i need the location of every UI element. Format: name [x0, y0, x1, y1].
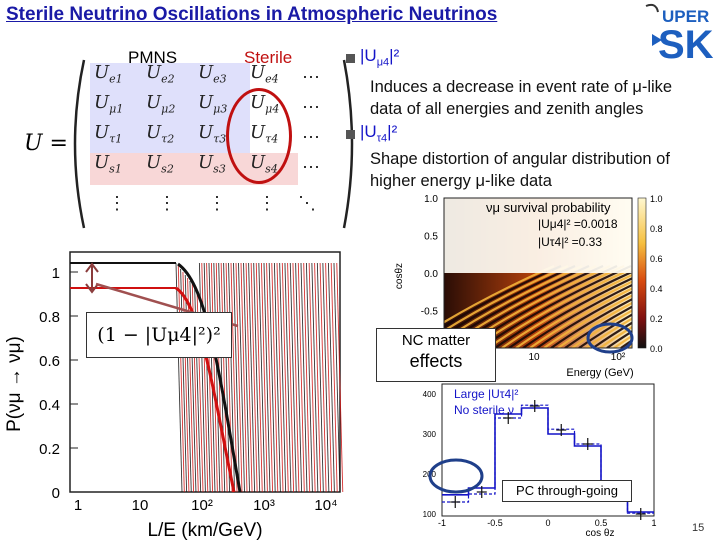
osc-param-2: |Uτ4|² =0.33 [538, 235, 602, 249]
y-tick: 0.8 [39, 309, 60, 326]
matrix-element: Us3 [198, 152, 226, 176]
y-tick: 100 [423, 510, 437, 519]
matrix-hdots-col: ⋯ ⋯ ⋯ ⋯ [302, 62, 320, 182]
y-tick: 0.6 [39, 353, 60, 370]
matrix-element: Uμ2 [146, 92, 176, 116]
y-tick: 400 [423, 390, 437, 399]
formula-box: (1 − |Uμ4|²)² [86, 312, 232, 358]
x-tick: 1 [651, 518, 656, 528]
y-tick: 1.0 [424, 194, 438, 205]
super-k-logo: UPER SK [640, 2, 718, 67]
y-axis-label: P(νμ → νμ) [4, 336, 25, 432]
x-tick-labels: 1 10 10² 10³ 10⁴ [74, 497, 338, 514]
bullet-2-label: |Uτ4|² [360, 122, 398, 145]
z-tick: 0.4 [650, 284, 663, 294]
z-tick: 0.8 [650, 224, 663, 234]
z-tick: 1.0 [650, 194, 663, 204]
y-tick: 0.0 [424, 269, 438, 280]
matrix-ddots: ⋱ [298, 193, 316, 213]
matrix-hdots: ⋯ [302, 157, 320, 177]
matrix-hdots: ⋯ [302, 97, 320, 117]
matrix-element: Ue4 [250, 62, 279, 86]
x-tick: 10 [132, 497, 149, 514]
y-tick: 300 [423, 430, 437, 439]
z-tick: 0.2 [650, 314, 663, 324]
matrix-lhs: U = [24, 131, 68, 156]
horizontal-region-highlight-circle [428, 458, 484, 494]
y-tick: 0.4 [39, 397, 60, 414]
matrix-vdots: ⋮ [208, 193, 226, 213]
bullet-square [346, 130, 355, 139]
pmns-header: PMNS [128, 48, 178, 67]
osc-param-1: |Uμ4|² =0.0018 [538, 217, 618, 231]
matrix-element: Uμ1 [94, 92, 124, 116]
y-tick: 0.5 [424, 232, 438, 243]
matrix-element: Us2 [146, 152, 174, 176]
bullet-1-text: Induces a decrease in event rate of μ-li… [370, 78, 673, 118]
y-tick: 1 [52, 265, 60, 282]
x-tick: 0 [545, 518, 550, 528]
x-tick-labels: -1 -0.5 0 0.5 1 [438, 518, 657, 528]
bullet-1-label: |Uμ4|² [360, 46, 400, 69]
nc-line-1: NC matter [401, 332, 471, 349]
left-probability-plot: 0 0.2 0.4 0.6 0.8 1 1 10 10² 10³ 10⁴ P(νμ → νμ) L… [4, 251, 344, 540]
x-tick: -1 [438, 518, 446, 528]
x-tick: 10⁴ [314, 497, 337, 514]
bullet-2-text: Shape distortion of angular distribution… [370, 150, 670, 190]
page-number: 15 [692, 522, 705, 534]
x-axis-label: L/E (km/GeV) [147, 520, 262, 540]
x-axis-label: cos θz [586, 528, 615, 539]
svg-text:UPER: UPER [662, 7, 709, 26]
y-tick-labels: 0 0.2 0.4 0.6 0.8 1 [39, 265, 78, 502]
y-axis-label: cosθz [394, 263, 405, 289]
bullet-square [346, 54, 355, 63]
pc-through-going-label: PC through-going [502, 480, 632, 502]
z-tick: 0.6 [650, 254, 663, 264]
matrix-vdots: ⋮ [158, 193, 176, 213]
matrix-vdots: ⋮ [258, 193, 276, 213]
oscillogram-plot: 1.00.50.0-0.5-1.0 1.00.80.60.40.20.0 110… [394, 194, 663, 379]
u-mu4-highlight-circle [226, 88, 292, 184]
x-tick: 10² [191, 497, 213, 514]
matrix-vdots: ⋮ [108, 193, 126, 213]
svg-text:SK: SK [658, 23, 714, 60]
matrix-brackets [73, 59, 354, 229]
y-tick: 0.2 [39, 441, 60, 458]
x-tick: 0.5 [595, 518, 608, 528]
matrix-element: Ue3 [198, 62, 227, 86]
matrix-element: Us1 [94, 152, 122, 176]
slide-title: Sterile Neutrino Oscillations in Atmosph… [6, 4, 498, 25]
super-k-logo-icon: UPER SK [645, 3, 714, 67]
sterile-header: Sterile [244, 48, 293, 67]
x-tick: 10² [611, 352, 626, 363]
matrix-hdots: ⋯ [302, 67, 320, 87]
x-tick: 10³ [253, 497, 275, 514]
x-axis-label: Energy (GeV) [566, 367, 633, 379]
nc-line-2: effects [409, 351, 463, 371]
nc-matter-box: NC matter effects [376, 328, 496, 382]
matrix-element: Uμ3 [198, 92, 228, 116]
matrix-hdots: ⋯ [302, 127, 320, 147]
color-scale-bar [637, 197, 647, 349]
x-tick: 1 [74, 497, 82, 514]
matrix-element: Uτ2 [146, 122, 175, 146]
high-energy-highlight-circle [586, 322, 634, 354]
pmns-block-highlight [90, 63, 250, 153]
y-tick: 0 [52, 485, 60, 502]
legend-sterile: Large |Uτ4|² [454, 387, 518, 401]
matrix-element: Ue1 [94, 62, 123, 86]
z-tick: 0.0 [650, 344, 663, 354]
z-tick-labels: 1.0 0.8 0.6 0.4 0.2 0.0 [650, 194, 663, 354]
x-tick: -0.5 [487, 518, 503, 528]
matrix-element: Uτ1 [94, 122, 123, 146]
matrix-element: Ue2 [146, 62, 175, 86]
x-tick: 10 [528, 352, 540, 363]
y-tick: -0.5 [421, 307, 439, 318]
matrix-element: Uτ3 [198, 122, 227, 146]
legend-no-sterile: No sterile ν [454, 403, 514, 417]
osc-title: νμ survival probability [486, 200, 611, 215]
